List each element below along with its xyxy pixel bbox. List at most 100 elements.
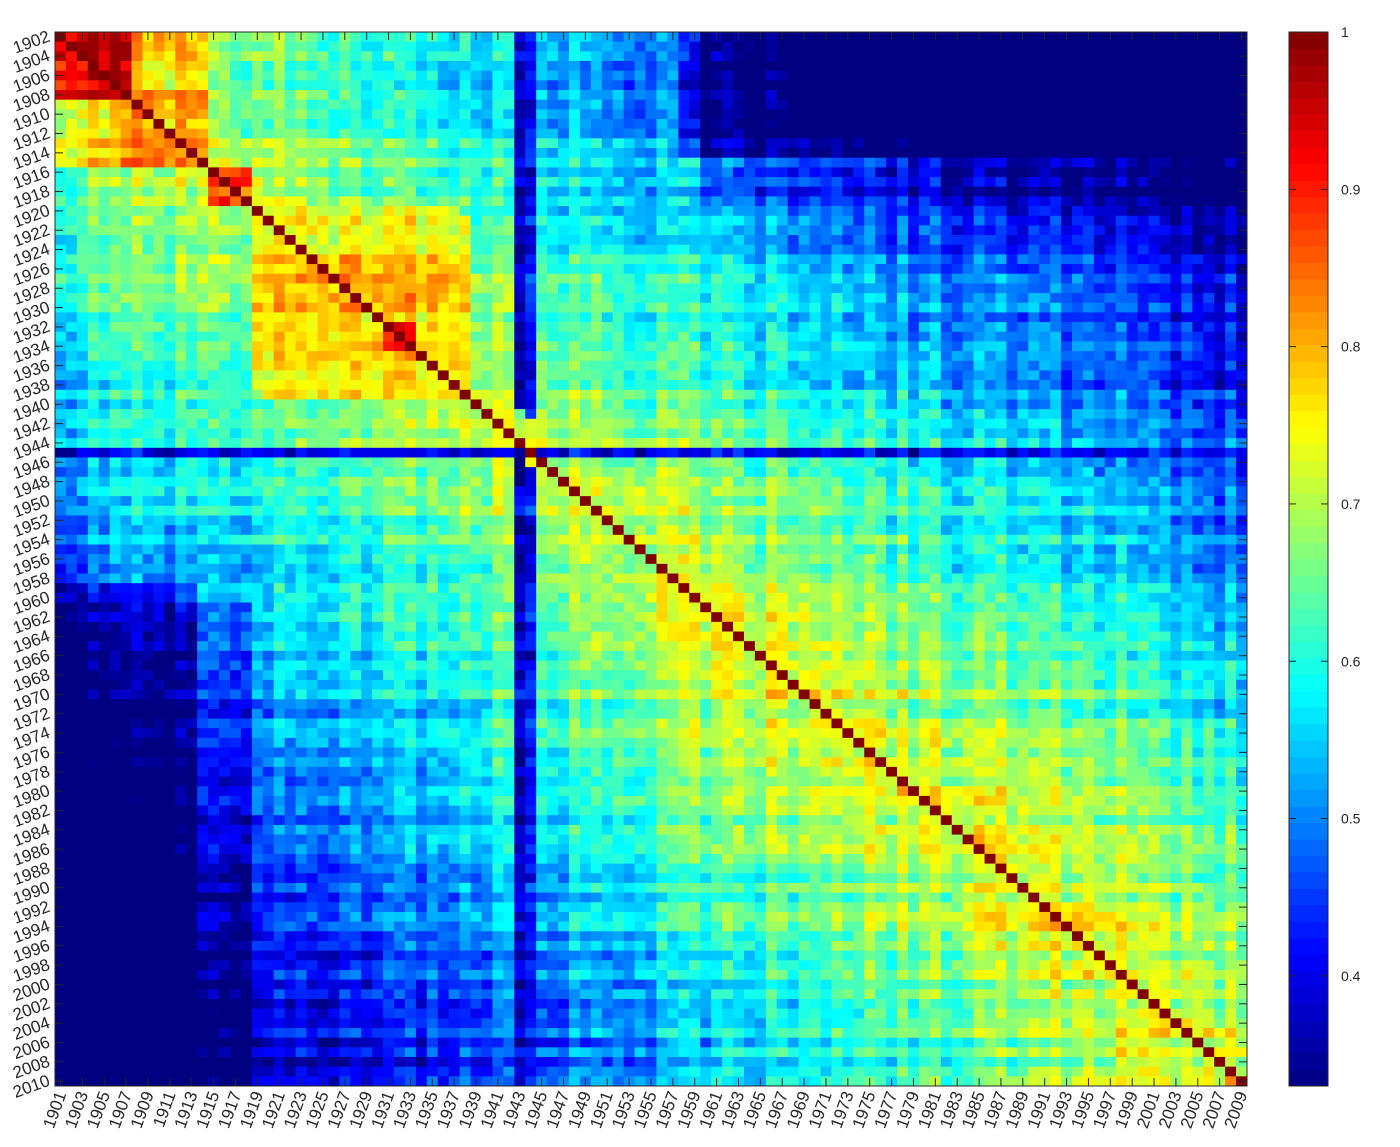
- heatmap-cell: [623, 177, 635, 188]
- heatmap-cell: [481, 380, 493, 391]
- heatmap-cell: [787, 457, 800, 468]
- heatmap-cell: [853, 447, 865, 458]
- heatmap-cell: [339, 254, 351, 265]
- heatmap-cell: [711, 254, 723, 265]
- heatmap-cell: [306, 457, 318, 468]
- heatmap-cell: [689, 418, 701, 429]
- heatmap-cell: [536, 206, 548, 217]
- heatmap-cell: [951, 90, 964, 101]
- heatmap-cell: [722, 409, 734, 420]
- heatmap-cell: [776, 428, 789, 439]
- heatmap-cell: [284, 167, 296, 178]
- heatmap-cell: [175, 128, 187, 139]
- heatmap-cell: [1148, 360, 1160, 371]
- heatmap-cell: [350, 447, 362, 458]
- heatmap-cell: [711, 447, 723, 458]
- heatmap-cell: [634, 399, 646, 410]
- heatmap-cell: [995, 148, 1007, 159]
- heatmap-cell: [656, 70, 668, 81]
- heatmap-cell: [558, 157, 570, 168]
- heatmap-cell: [1137, 61, 1149, 72]
- heatmap-cell: [1061, 148, 1073, 159]
- heatmap-cell: [120, 109, 132, 120]
- heatmap-cell: [787, 177, 800, 188]
- heatmap-cell: [426, 99, 439, 110]
- heatmap-cell: [525, 312, 537, 323]
- heatmap-cell: [186, 351, 198, 362]
- heatmap-cell: [1159, 90, 1171, 101]
- heatmap-cell: [536, 167, 548, 178]
- heatmap-cell: [153, 128, 165, 139]
- heatmap-cell: [350, 360, 362, 371]
- heatmap-cell: [689, 235, 701, 246]
- heatmap-cell: [645, 331, 657, 342]
- heatmap-cell: [339, 177, 351, 188]
- heatmap-cell: [536, 418, 548, 429]
- heatmap-cell: [153, 148, 165, 159]
- heatmap-cell: [623, 148, 635, 159]
- heatmap-cell: [525, 109, 537, 120]
- heatmap-cell: [229, 341, 242, 352]
- heatmap-cell: [820, 447, 832, 458]
- heatmap-cell: [656, 99, 668, 110]
- heatmap-cell: [678, 119, 690, 130]
- heatmap-cell: [87, 235, 100, 246]
- heatmap-cell: [907, 61, 920, 72]
- heatmap-cell: [689, 399, 701, 410]
- heatmap-cell: [481, 61, 493, 72]
- heatmap-cell: [153, 254, 165, 265]
- heatmap-cell: [897, 138, 909, 149]
- heatmap-cell: [164, 225, 176, 236]
- heatmap-cell: [251, 51, 264, 62]
- heatmap-cell: [1137, 206, 1149, 217]
- heatmap-cell: [1148, 157, 1160, 168]
- heatmap-cell: [1214, 428, 1226, 439]
- heatmap-cell: [1181, 302, 1193, 313]
- heatmap-cell: [1148, 380, 1160, 391]
- heatmap-cell: [372, 302, 384, 313]
- heatmap-cell: [1006, 399, 1018, 410]
- heatmap-cell: [208, 312, 220, 323]
- heatmap-cell: [754, 196, 767, 207]
- heatmap-cell: [1104, 51, 1117, 62]
- heatmap-cell: [197, 244, 209, 255]
- heatmap-cell: [426, 196, 439, 207]
- heatmap-cell: [251, 302, 264, 313]
- heatmap-cell: [929, 273, 942, 284]
- heatmap-cell: [1225, 293, 1237, 304]
- heatmap-cell: [437, 109, 450, 120]
- heatmap-cell: [1072, 399, 1084, 410]
- heatmap-cell: [514, 312, 526, 323]
- heatmap-cell: [394, 438, 406, 449]
- heatmap-cell: [503, 351, 515, 362]
- heatmap-cell: [842, 51, 854, 62]
- heatmap-cell: [864, 360, 876, 371]
- heatmap-cell: [645, 119, 657, 130]
- heatmap-cell: [361, 341, 373, 352]
- heatmap-cell: [459, 351, 471, 362]
- heatmap-cell: [1214, 399, 1226, 410]
- heatmap-cell: [109, 99, 122, 110]
- heatmap-cell: [1214, 41, 1226, 52]
- heatmap-cell: [448, 51, 461, 62]
- heatmap-cell: [1006, 70, 1018, 81]
- heatmap-cell: [437, 148, 450, 159]
- heatmap-cell: [1104, 264, 1117, 275]
- heatmap-cell: [240, 109, 253, 120]
- heatmap-cell: [689, 215, 701, 226]
- heatmap-cell: [700, 90, 712, 101]
- heatmap-cell: [240, 467, 253, 478]
- heatmap-cell: [579, 119, 592, 130]
- heatmap-cell: [153, 399, 165, 410]
- heatmap-cell: [142, 196, 154, 207]
- heatmap-cell: [295, 312, 307, 323]
- heatmap-cell: [623, 370, 635, 381]
- heatmap-cell: [1148, 61, 1160, 72]
- heatmap-cell: [76, 283, 89, 294]
- heatmap-cell: [875, 225, 887, 236]
- heatmap-cell: [1159, 215, 1171, 226]
- heatmap-cell: [240, 206, 253, 217]
- heatmap-cell: [798, 447, 810, 458]
- heatmap-cell: [186, 225, 198, 236]
- heatmap-cell: [940, 254, 953, 265]
